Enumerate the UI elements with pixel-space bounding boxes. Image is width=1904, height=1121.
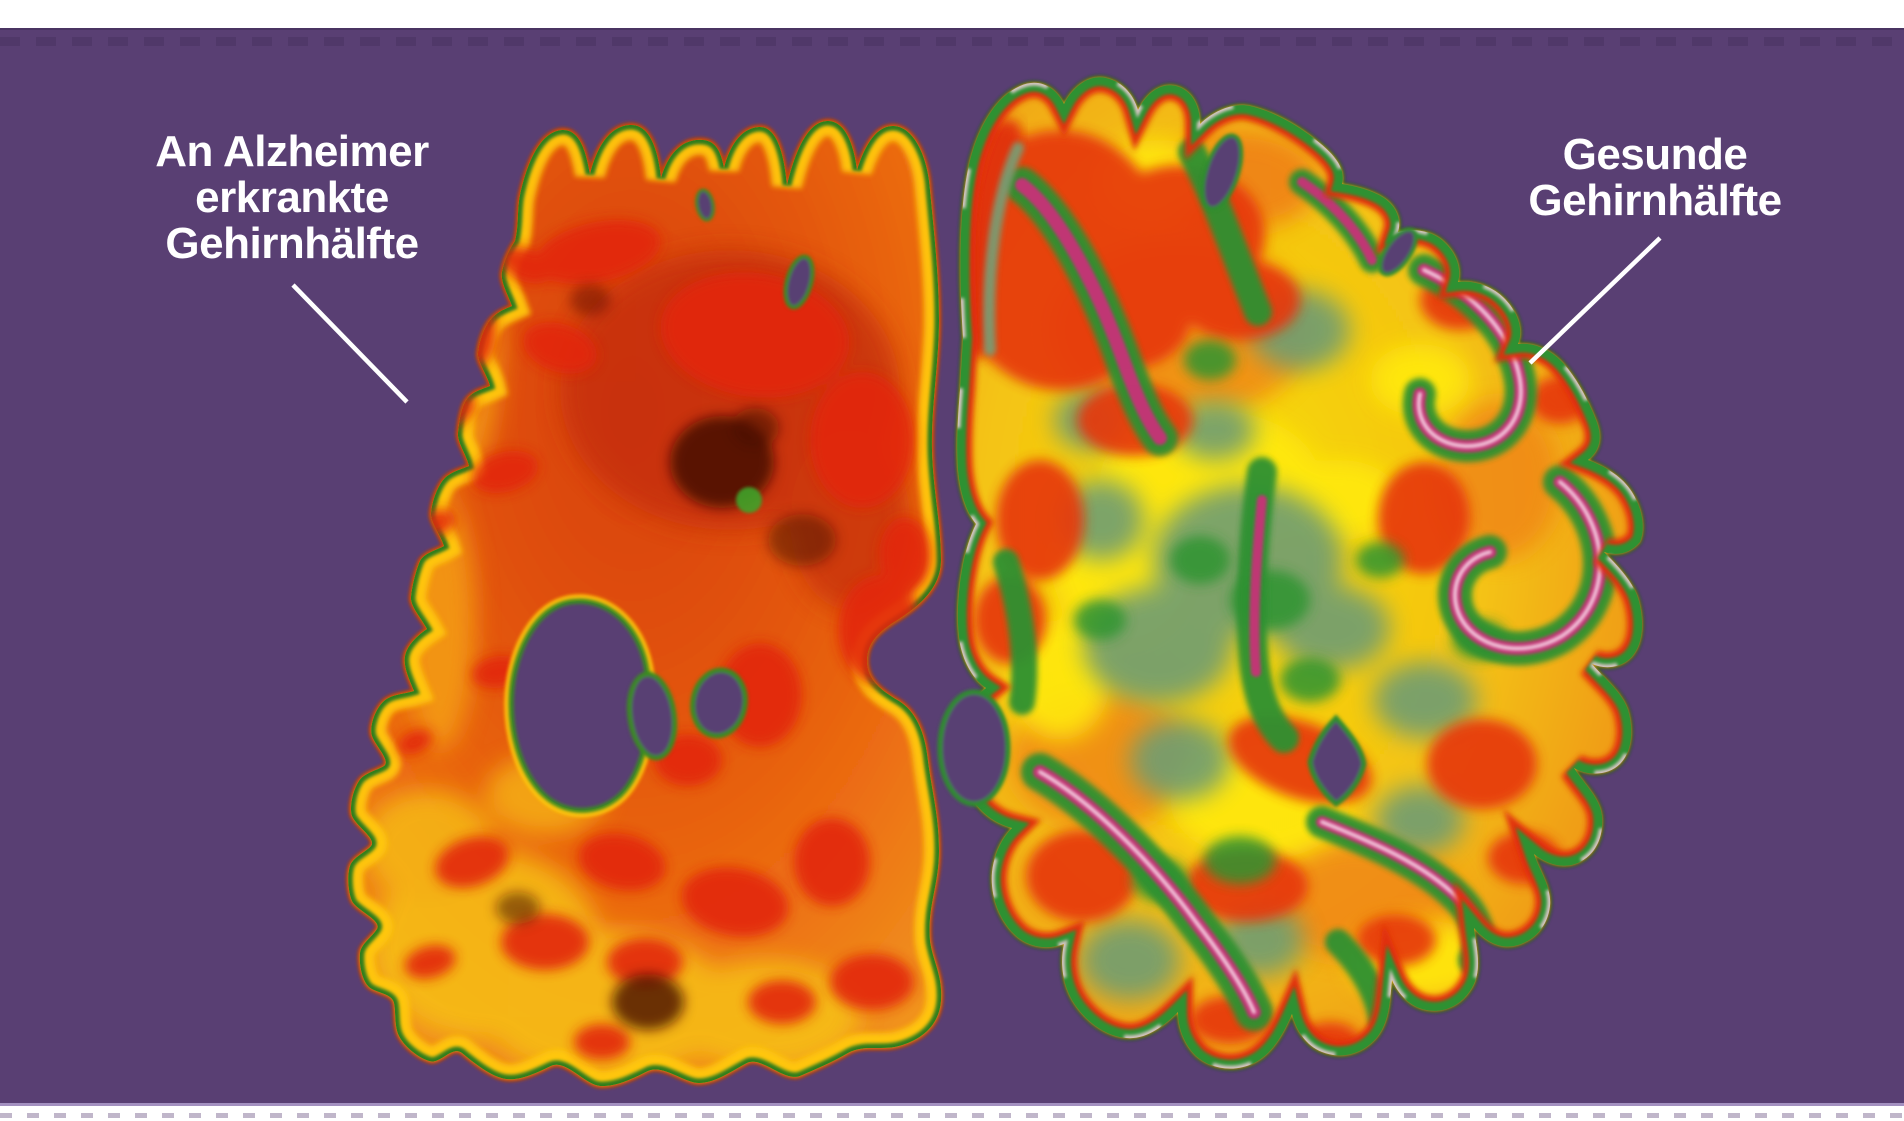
label-line: erkrankte [195, 173, 389, 222]
healthy-tissue-texture [957, 77, 1643, 1068]
bottom-margin [0, 1103, 1904, 1121]
healthy-hemisphere-shape [937, 75, 1645, 1071]
artwork-area: An Alzheimer erkrankte Gehirnhälfte Gesu… [0, 28, 1904, 1103]
label-line: Gesunde [1562, 130, 1748, 179]
leader-line-right [1528, 236, 1662, 365]
label-line: Gehirnhälfte [1528, 176, 1782, 225]
top-margin [0, 0, 1904, 28]
label-line: Gehirnhälfte [165, 219, 419, 268]
healthy-hemisphere-holes [937, 133, 1418, 807]
leader-line-left [291, 283, 409, 404]
brain-comparison-scan [291, 75, 1662, 1103]
label-alzheimer: An Alzheimer erkrankte Gehirnhälfte [132, 129, 452, 267]
diseased-hemisphere-holes [511, 188, 815, 810]
label-healthy: Gesunde Gehirnhälfte [1495, 132, 1815, 224]
label-line: An Alzheimer [155, 127, 429, 176]
print-artifact-dashes-bottom [0, 1113, 1904, 1118]
